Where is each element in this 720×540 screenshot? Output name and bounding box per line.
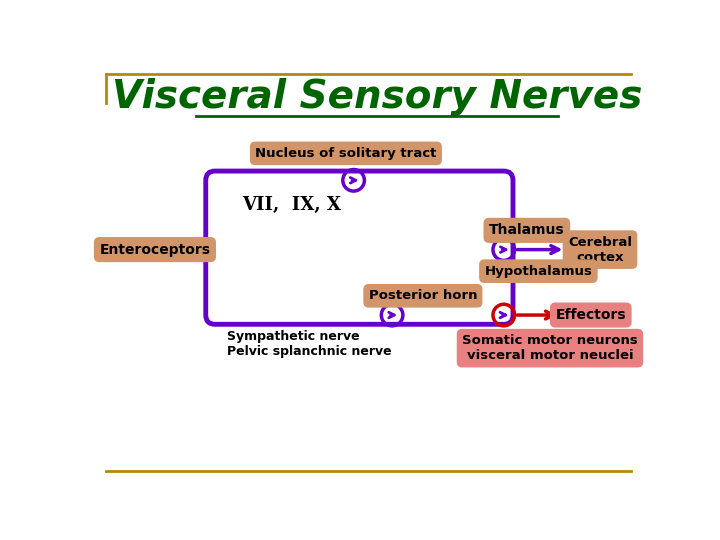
Text: Cerebral
cortex: Cerebral cortex	[568, 235, 632, 264]
Text: Sympathetic nerve
Pelvic splanchnic nerve: Sympathetic nerve Pelvic splanchnic nerv…	[227, 329, 391, 357]
Text: VII,  IX, X: VII, IX, X	[242, 196, 341, 214]
Text: Visceral Sensory Nerves: Visceral Sensory Nerves	[112, 78, 642, 116]
Text: Enteroceptors: Enteroceptors	[99, 242, 210, 256]
Text: Nucleus of solitary tract: Nucleus of solitary tract	[255, 147, 436, 160]
Text: Somatic motor neurons
visceral motor neuclei: Somatic motor neurons visceral motor neu…	[462, 334, 638, 362]
Text: Hypothalamus: Hypothalamus	[485, 265, 593, 278]
Text: Effectors: Effectors	[555, 308, 626, 322]
Text: Thalamus: Thalamus	[489, 224, 564, 238]
Text: Posterior horn: Posterior horn	[369, 289, 477, 302]
